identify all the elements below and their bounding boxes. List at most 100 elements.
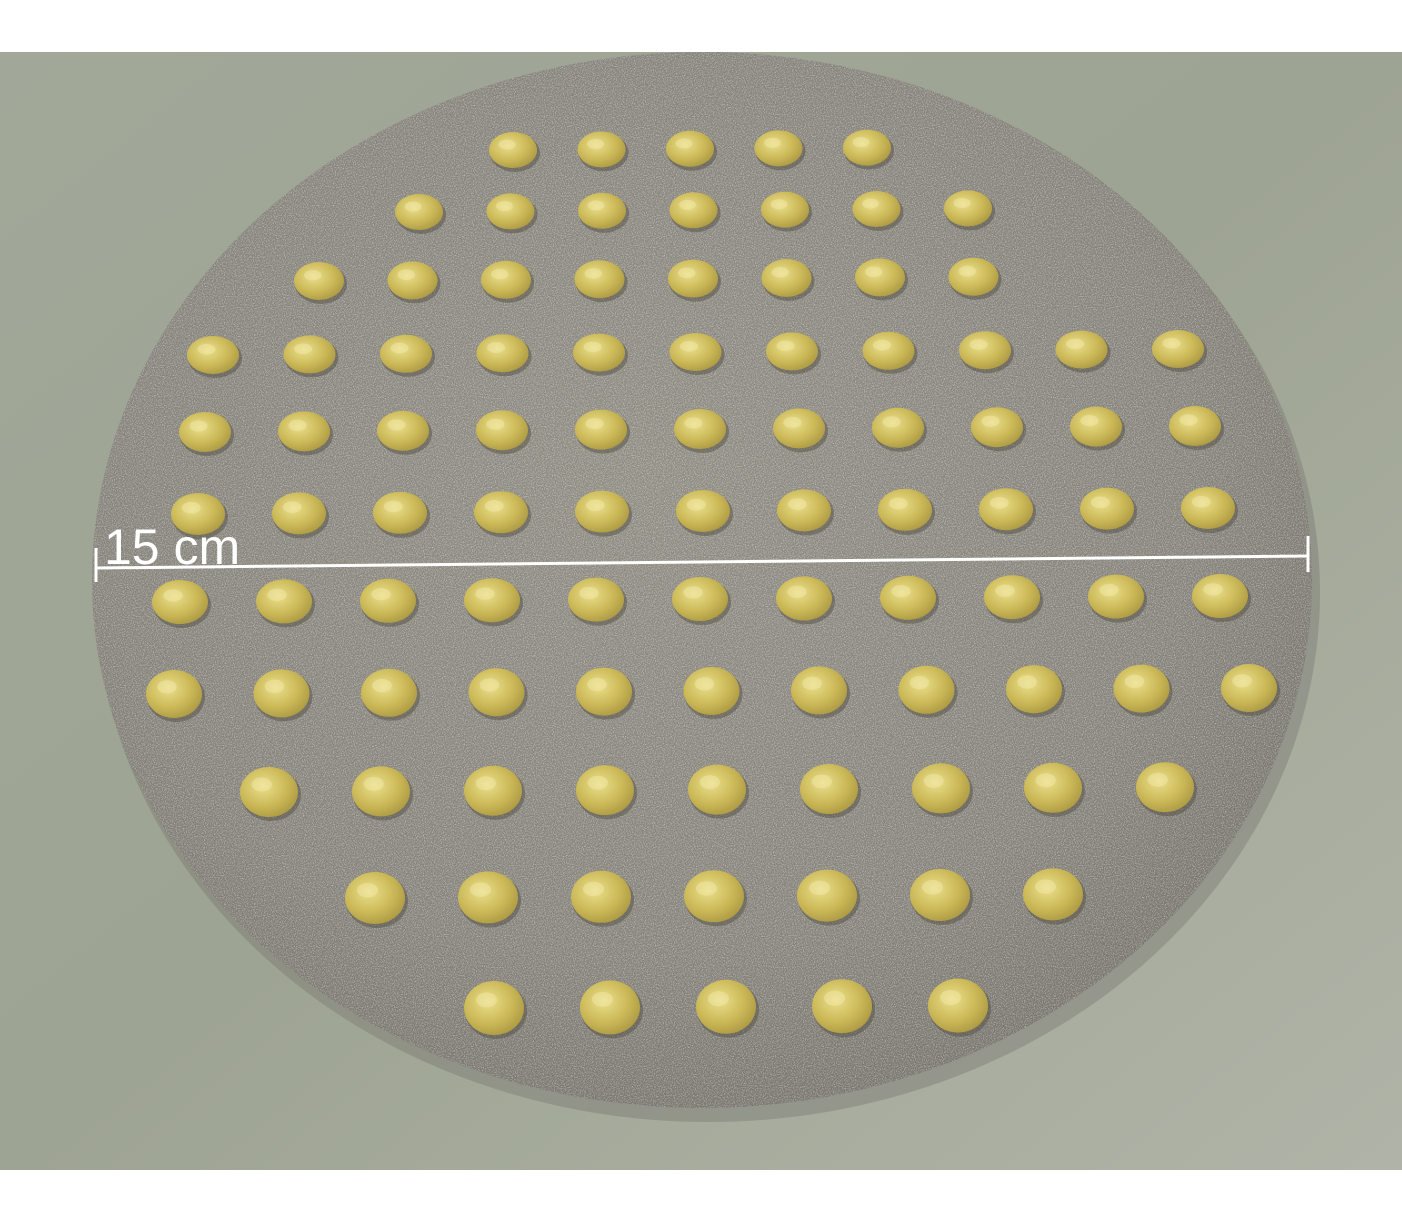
gold-dot [278, 411, 330, 452]
dot-glint [585, 418, 604, 430]
dot-glint [163, 589, 183, 602]
dot-glint [699, 775, 720, 790]
dot-glint [383, 500, 403, 513]
gold-dot [872, 407, 924, 448]
gold-dot [773, 408, 825, 449]
gold-dot [948, 257, 999, 296]
gold-dot [852, 191, 901, 227]
gold-dot [676, 490, 730, 532]
gold-dot [684, 870, 744, 923]
dot-glint [583, 881, 604, 897]
gold-dot [1152, 330, 1204, 368]
gold-dot [476, 334, 529, 373]
gold-dot [373, 491, 427, 534]
dot-glint [1203, 583, 1223, 596]
gold-dot [1080, 487, 1134, 530]
gold-dot [187, 336, 239, 374]
dot-glint [585, 499, 605, 512]
dot-glint [476, 992, 497, 1008]
dot-glint [584, 268, 602, 279]
dot-glint [953, 197, 971, 209]
gold-dot [345, 872, 405, 924]
dot-glint [922, 879, 943, 895]
gold-dot [1192, 574, 1248, 618]
dot-glint [679, 340, 699, 352]
gold-dot [352, 766, 410, 817]
dot-glint [1179, 414, 1198, 426]
gold-dot [878, 488, 932, 531]
gold-dot [577, 131, 626, 168]
gold-dot [476, 410, 528, 451]
dot-glint [923, 773, 944, 788]
dot-glint [776, 340, 795, 352]
dot-glint [940, 989, 961, 1006]
gold-dot [580, 980, 640, 1035]
gold-dot [776, 576, 832, 621]
gold-dot [683, 667, 740, 715]
dot-glint [679, 199, 696, 210]
gold-dot [576, 765, 634, 816]
dot-glint [909, 675, 930, 690]
gold-dot [971, 407, 1023, 448]
gold-dot [754, 130, 803, 167]
gold-dot [1024, 762, 1082, 813]
dot-glint [1124, 674, 1145, 689]
dot-glint [583, 341, 602, 353]
gold-dot [984, 575, 1040, 620]
dot-glint [809, 880, 830, 896]
dot-glint [189, 420, 208, 432]
gold-dot [666, 130, 714, 167]
dot-glint [587, 200, 605, 211]
dot-glint [491, 268, 509, 280]
dot-glint [587, 775, 608, 790]
gold-dot [800, 764, 858, 814]
gold-dot [668, 259, 718, 298]
gold-dot [152, 580, 208, 624]
dot-glint [865, 266, 883, 278]
gold-dot [669, 333, 722, 371]
dot-glint [989, 497, 1009, 509]
dot-glint [770, 199, 788, 210]
dot-glint [288, 419, 307, 431]
gold-dot [256, 579, 312, 624]
gold-dot [696, 979, 756, 1034]
dot-glint [1090, 496, 1110, 509]
dot-glint [678, 267, 696, 279]
dot-glint [802, 676, 822, 690]
dot-glint [1035, 879, 1056, 894]
dot-glint [387, 419, 406, 431]
gold-dot [979, 488, 1033, 531]
dot-glint [486, 342, 506, 353]
gold-dot [573, 333, 625, 372]
dot-glint [1191, 495, 1211, 508]
gold-dot [855, 258, 905, 297]
dot-glint [1065, 338, 1085, 350]
dot-glint [475, 587, 495, 600]
dot-glint [787, 585, 807, 598]
gold-dot [283, 335, 336, 374]
gold-dot [1088, 574, 1144, 619]
gold-dot [575, 490, 629, 533]
gold-dot [1023, 868, 1083, 921]
dot-glint [372, 678, 392, 693]
gold-dot [464, 578, 520, 623]
dot-glint [1147, 772, 1168, 787]
dot-glint [293, 343, 313, 355]
gold-dot [1181, 487, 1235, 529]
dot-glint [686, 498, 706, 511]
dot-array [146, 129, 1280, 1039]
dot-glint [390, 342, 409, 354]
gold-dot [481, 260, 531, 299]
gold-dot [674, 409, 726, 449]
gold-dot [575, 409, 627, 450]
dot-glint [363, 776, 384, 791]
gold-dot [959, 331, 1011, 370]
gold-dot [812, 979, 872, 1034]
dot-glint [675, 138, 693, 149]
gold-dot [486, 193, 535, 230]
dot-glint [683, 586, 703, 599]
dot-glint [251, 777, 272, 792]
gold-dot [272, 492, 326, 535]
dot-glint [579, 586, 599, 600]
gold-dot [1221, 664, 1277, 712]
